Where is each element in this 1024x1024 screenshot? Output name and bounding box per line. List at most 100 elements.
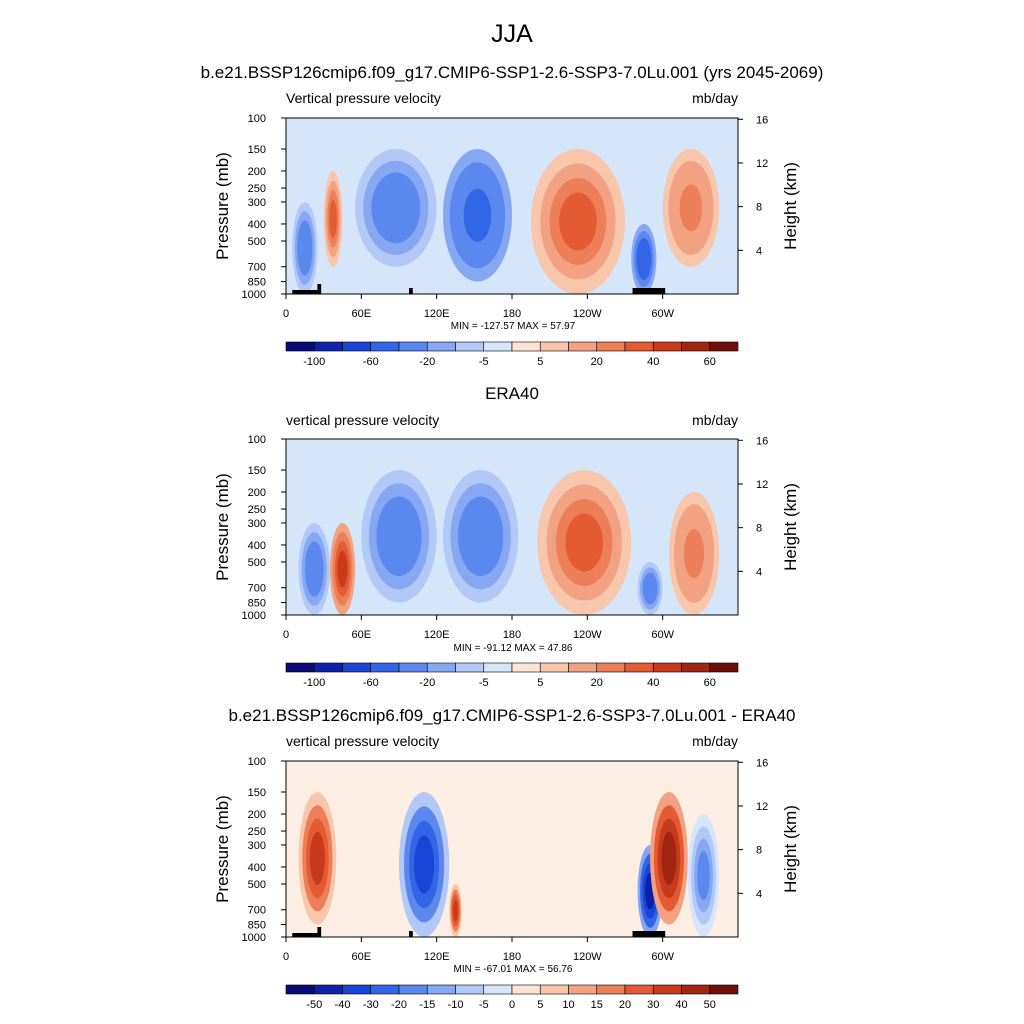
y-tick-label: 500 — [248, 236, 266, 248]
y-tick-label: 1000 — [242, 610, 266, 622]
contour-feature-4-level-3 — [661, 831, 677, 885]
topography-block — [292, 933, 318, 937]
colorbar-swatch — [426, 984, 456, 995]
colorbar-swatch — [652, 341, 682, 352]
y-tick-label: 150 — [248, 144, 266, 156]
colorbar-label: -100 — [303, 356, 325, 368]
colorbar-swatch — [455, 341, 485, 352]
x-tick-label: 120E — [424, 951, 450, 963]
colorbar-label: 60 — [704, 677, 716, 689]
x-tick-label: 60W — [651, 308, 674, 320]
contour-feature-5-level-3 — [697, 850, 710, 901]
colorbar-swatch — [681, 984, 711, 995]
contour-feature-1-level-3 — [414, 835, 435, 894]
colorbar-swatch — [483, 662, 513, 673]
x-tick-label: 120E — [424, 308, 450, 320]
panel-1-variable-label: Vertical pressure velocity — [286, 90, 441, 106]
contour-feature-0-level-3 — [307, 550, 321, 588]
y2-tick-label: 8 — [756, 202, 762, 214]
colorbar-swatch — [568, 662, 598, 673]
panel-3-variable-label: vertical pressure velocity — [286, 733, 440, 749]
panel-2-colorbar: -100 -60 -20 -5 5 20 40 60 — [285, 662, 739, 689]
colorbar-label: -20 — [391, 999, 407, 1011]
contour-feature-0-level-3 — [309, 831, 325, 885]
x-tick-label: 0 — [283, 629, 289, 641]
colorbar-swatch — [426, 341, 456, 352]
contour-feature-6-level-3 — [684, 528, 705, 579]
topography-block — [632, 288, 666, 294]
colorbar-swatch — [511, 984, 541, 995]
colorbar-swatch — [709, 341, 739, 352]
colorbar-label: 5 — [537, 999, 543, 1011]
panel-1-field — [286, 118, 738, 294]
x-tick-label: 60W — [651, 951, 674, 963]
y-tick-label: 300 — [248, 197, 266, 209]
y-tick-label: 1000 — [242, 932, 266, 944]
x-tick-label: 60E — [352, 951, 372, 963]
colorbar-label: 5 — [537, 356, 543, 368]
colorbar-swatch — [681, 341, 711, 352]
topography-block — [409, 931, 413, 937]
y-tick-label: 700 — [248, 262, 266, 274]
x-tick-label: 120W — [573, 308, 602, 320]
colorbar-swatch — [596, 984, 626, 995]
colorbar-swatch — [568, 984, 598, 995]
colorbar-swatch — [285, 341, 315, 352]
colorbar-swatch — [539, 341, 569, 352]
y-tick-label: 1000 — [242, 289, 266, 301]
colorbar-swatch — [511, 341, 541, 352]
colorbar-swatch — [313, 341, 343, 352]
x-tick-label: 180 — [503, 951, 521, 963]
panel-2-title: ERA40 — [485, 384, 539, 403]
y-tick-label: 500 — [248, 557, 266, 569]
y-tick-label: 850 — [248, 920, 266, 932]
colorbar-label: -50 — [306, 999, 322, 1011]
colorbar-swatch — [398, 662, 428, 673]
y2-axis-label: Height (km) — [781, 483, 800, 571]
colorbar-label: -5 — [479, 999, 489, 1011]
y-tick-label: 100 — [248, 756, 266, 768]
colorbar-swatch — [342, 341, 372, 352]
colorbar-swatch — [596, 662, 626, 673]
y2-tick-label: 4 — [756, 566, 762, 578]
y-tick-label: 250 — [248, 183, 266, 195]
colorbar-label: -20 — [419, 356, 435, 368]
contour-feature-3-level-3 — [465, 509, 496, 563]
y2-tick-label: 12 — [756, 158, 768, 170]
y-tick-label: 150 — [248, 787, 266, 799]
y2-tick-label: 8 — [756, 845, 762, 857]
y2-tick-label: 16 — [756, 435, 768, 447]
colorbar-label: 30 — [647, 999, 659, 1011]
contour-feature-2-level-3 — [383, 509, 415, 563]
colorbar-label: 20 — [591, 677, 603, 689]
colorbar-label: 0 — [509, 999, 515, 1011]
y2-axis-label: Height (km) — [781, 162, 800, 250]
colorbar-swatch — [539, 662, 569, 673]
y2-tick-label: 4 — [756, 888, 762, 900]
panel-3-minmax: MIN = -67.01 MAX = 56.76 — [453, 964, 573, 975]
colorbar-swatch — [681, 662, 711, 673]
contour-feature-5-level-3 — [638, 244, 649, 273]
colorbar-swatch — [709, 984, 739, 995]
y-tick-label: 400 — [248, 862, 266, 874]
colorbar-label: 15 — [591, 999, 603, 1011]
y-axis-label: Pressure (mb) — [213, 473, 232, 581]
y-tick-label: 100 — [248, 434, 266, 446]
contour-feature-2-level-3 — [379, 184, 413, 232]
contour-feature-4-level-3 — [565, 513, 604, 572]
contour-feature-3-level-3 — [463, 188, 492, 242]
x-tick-label: 120W — [573, 629, 602, 641]
y-tick-label: 850 — [248, 598, 266, 610]
x-tick-label: 120E — [424, 629, 450, 641]
x-tick-label: 120W — [573, 951, 602, 963]
y-tick-label: 250 — [248, 504, 266, 516]
panel-3-unit-label: mb/day — [692, 733, 738, 749]
colorbar-swatch — [285, 662, 315, 673]
colorbar-swatch — [455, 984, 485, 995]
x-tick-label: 0 — [283, 308, 289, 320]
panel-2-field — [286, 439, 738, 615]
colorbar-swatch — [398, 984, 428, 995]
colorbar-swatch — [652, 662, 682, 673]
colorbar-swatch — [624, 984, 654, 995]
